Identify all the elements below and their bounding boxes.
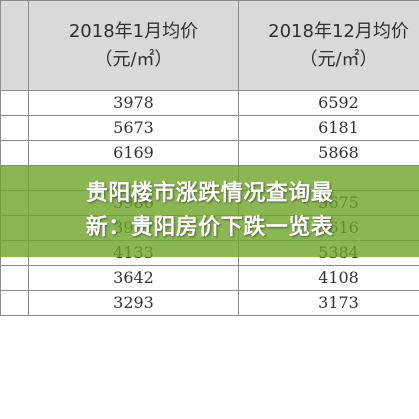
dec-price-cell: 6592: [238, 90, 419, 116]
row-label-cell: [0, 265, 29, 291]
price-table: 2018年1月均价 （元/㎡） 2018年12月均价 （元/㎡） 3978 659…: [0, 0, 419, 316]
table-header-row: 2018年1月均价 （元/㎡） 2018年12月均价 （元/㎡）: [0, 0, 419, 91]
banner-title-line-2: 新：贵阳房价下跌一览表: [85, 215, 334, 240]
header-jan-title: 2018年1月均价: [68, 20, 199, 42]
table-row: 6169 5868: [0, 140, 419, 166]
row-label-cell: [0, 115, 29, 141]
header-jan-2018: 2018年1月均价 （元/㎡）: [28, 0, 239, 91]
header-blank: [0, 0, 29, 91]
table-row: 3293 3173: [0, 290, 419, 316]
dec-price-cell: 3173: [238, 290, 419, 316]
dec-price-cell: 6181: [238, 115, 419, 141]
row-label-cell: [0, 290, 29, 316]
title-banner[interactable]: 贵阳楼市涨跌情况查询最 新：贵阳房价下跌一览表: [0, 165, 419, 257]
jan-price-cell: 6169: [28, 140, 239, 166]
corner-mark: [0, 401, 18, 419]
header-dec-unit: （元/㎡）: [299, 48, 378, 70]
table-row: 3978 6592: [0, 90, 419, 116]
banner-title-line-1: 贵阳楼市涨跌情况查询最: [85, 181, 334, 206]
header-dec-2018: 2018年12月均价 （元/㎡）: [238, 0, 419, 91]
table-row: 3642 4108: [0, 265, 419, 291]
row-label-cell: [0, 90, 29, 116]
jan-price-cell: 3642: [28, 265, 239, 291]
table-row: 5673 6181: [0, 115, 419, 141]
jan-price-cell: 5673: [28, 115, 239, 141]
row-label-cell: [0, 140, 29, 166]
header-jan-unit: （元/㎡）: [94, 48, 173, 70]
jan-price-cell: 3293: [28, 290, 239, 316]
dec-price-cell: 5868: [238, 140, 419, 166]
jan-price-cell: 3978: [28, 90, 239, 116]
header-dec-title: 2018年12月均价: [268, 20, 409, 42]
dec-price-cell: 4108: [238, 265, 419, 291]
